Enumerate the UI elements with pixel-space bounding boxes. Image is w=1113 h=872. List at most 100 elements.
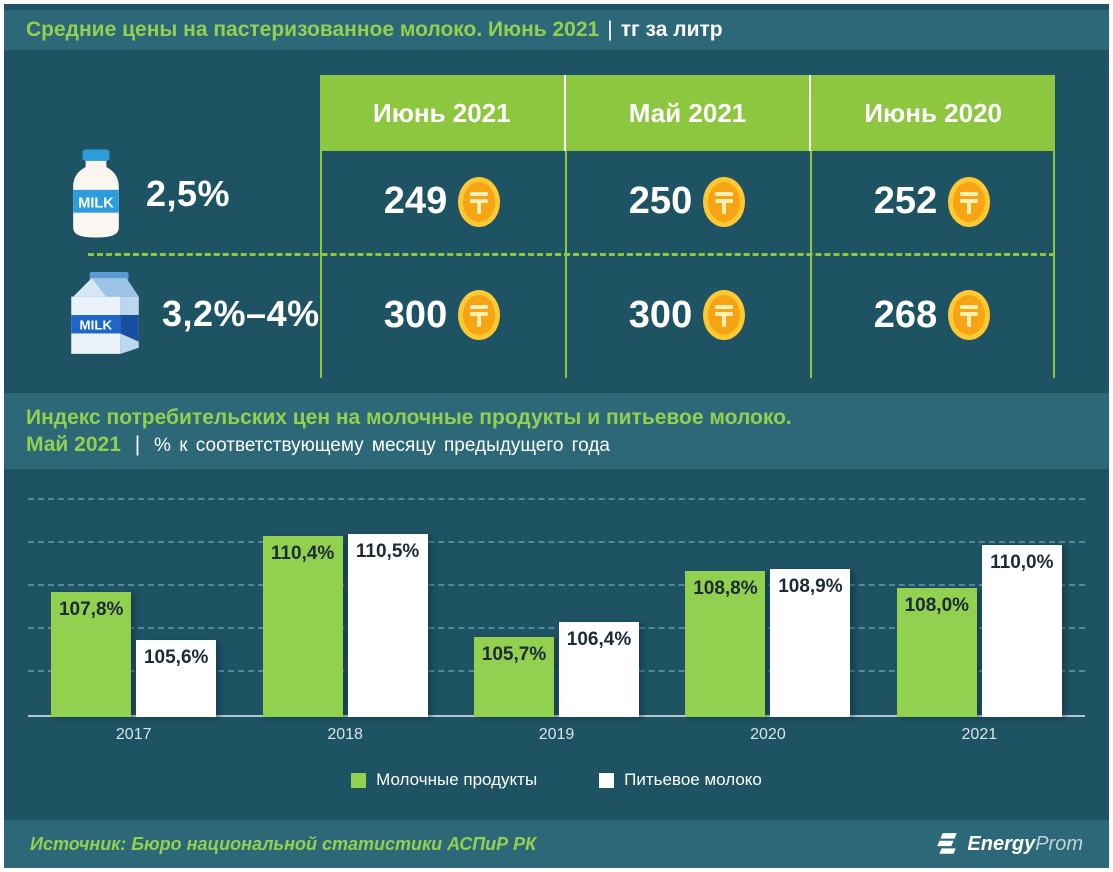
bar-group-2020: 108,8% 108,9% [662, 468, 873, 717]
bar-value-label: 108,9% [778, 575, 843, 597]
source-note: Источник: Бюро национальной статистики А… [30, 833, 537, 854]
bar-chart: 107,8% 105,6% 110,4% 110,5% 105,7% 106,4% 108,… [28, 468, 1085, 717]
chart-subtitle: % к соответствующему месяцу предыдущего … [154, 434, 610, 456]
price-value: 300 [383, 293, 448, 336]
tenge-coin-icon [948, 290, 991, 340]
price-cell: 300 [565, 252, 810, 378]
price-cell: 268 [810, 252, 1055, 378]
price-cell: 252 [810, 151, 1055, 252]
price-value: 249 [383, 180, 448, 222]
table-row-pasteurized-milk-3-2-4: MILK 3,2%–4% [60, 258, 320, 370]
x-axis-labels: 2017 2018 2019 2020 2021 [28, 726, 1085, 744]
table-row-divider [88, 253, 1055, 256]
legend-swatch [599, 772, 615, 788]
chart-title-period: Май 2021 [26, 432, 121, 456]
bar-value-label: 108,8% [693, 577, 758, 599]
tenge-coin-icon [458, 290, 501, 340]
bar-drinking-milk: 108,9% [770, 568, 851, 717]
legend-item: Молочные продукты [351, 770, 537, 790]
energyprom-logo: EnergyProm [934, 831, 1083, 857]
bar-dairy-products: 107,8% [51, 592, 132, 717]
price-table-values: 249 250 252 300 300 268 [320, 151, 1055, 378]
x-axis-tick-label: 2021 [961, 726, 998, 743]
header-bar: Средние цены на пастеризованное молоко. … [4, 10, 1109, 50]
chart-title-bar: Индекс потребительских цен на молочные п… [4, 393, 1109, 469]
x-axis-tick-label: 2018 [327, 726, 363, 743]
x-axis-tick-label: 2019 [538, 726, 575, 743]
legend-swatch [351, 772, 367, 788]
bar-group-2018: 110,4% 110,5% [239, 468, 450, 717]
chart-title: Индекс потребительских цен на молочные п… [26, 405, 792, 429]
infographic-canvas: Средние цены на пастеризованное молоко. … [4, 4, 1109, 868]
bar-value-label: 108,0% [904, 595, 970, 616]
bar-group-2021: 108,0% 110,0% [874, 468, 1085, 717]
price-value: 252 [873, 180, 938, 222]
legend-label: Питьевое молоко [624, 770, 762, 789]
table-column-header: Май 2021 [563, 75, 810, 151]
table-column-header: Июнь 2021 [373, 97, 511, 128]
price-cell: 249 [320, 151, 565, 252]
title-divider: | [134, 432, 141, 456]
bar-drinking-milk: 105,6% [136, 639, 217, 717]
footer-bar: Источник: Бюро национальной статистики А… [4, 820, 1109, 868]
price-cell: 300 [320, 252, 565, 378]
milk-carton-icon: MILK [71, 272, 139, 354]
bar-group-2019: 105,7% 106,4% [451, 468, 662, 717]
fat-content-label: 3,2%–4% [162, 293, 320, 334]
chart-subtitle-line: Май 2021 | % к соответствующему месяцу п… [26, 433, 1109, 457]
bar-value-label: 107,8% [58, 599, 124, 621]
table-column-divider [320, 151, 322, 378]
price-value: 300 [628, 293, 693, 336]
tenge-coin-icon [703, 176, 746, 227]
svg-text:MILK: MILK [80, 317, 113, 332]
bar-dairy-products: 108,0% [896, 588, 977, 717]
gridline [28, 627, 1085, 629]
bar-drinking-milk: 110,0% [981, 545, 1062, 717]
price-value: 250 [628, 180, 693, 222]
price-table-header: Июнь 2021 Май 2021 Июнь 2020 [320, 75, 1055, 151]
bar-value-label: 110,4% [270, 543, 335, 565]
x-axis-tick-label: 2020 [750, 726, 786, 743]
x-axis-tick-label: 2017 [115, 726, 152, 743]
table-row: 249 250 252 [320, 151, 1055, 252]
milk-bottle-icon: MILK [73, 149, 119, 238]
bar-dairy-products: 105,7% [474, 637, 555, 717]
tenge-coin-icon [703, 290, 746, 340]
bar-value-label: 105,6% [143, 646, 209, 668]
x-axis-line [28, 715, 1085, 717]
legend-label: Молочные продукты [376, 770, 538, 789]
table-row: 300 300 268 [320, 252, 1055, 378]
bar-group-2017: 107,8% 105,6% [28, 468, 239, 717]
price-cell: 250 [565, 151, 810, 252]
fat-content-label: 2,5% [146, 173, 231, 214]
gridline [28, 670, 1085, 672]
bar-dairy-products: 108,8% [685, 570, 766, 717]
tenge-coin-icon [458, 176, 501, 227]
bar-drinking-milk: 106,4% [559, 622, 640, 717]
table-column-divider [565, 151, 567, 378]
logo-text: EnergyProm [967, 832, 1083, 855]
energyprom-logo-icon [937, 833, 958, 854]
gridline [28, 584, 1085, 586]
table-column-header: Июнь 2020 [809, 75, 1055, 151]
title-divider: | [607, 18, 613, 41]
page-title: Средние цены на пастеризованное молоко. … [26, 18, 600, 41]
table-row-pasteurized-milk-2-5: MILK 2,5% [68, 138, 230, 250]
bar-value-label: 105,7% [481, 644, 547, 666]
table-column-divider [1053, 151, 1055, 378]
page-title-unit: тг за литр [620, 18, 723, 41]
legend-item: Питьевое молоко [599, 770, 762, 790]
bar-value-label: 110,5% [355, 541, 420, 563]
bar-value-label: 110,0% [990, 552, 1054, 573]
table-column-divider [810, 151, 812, 378]
tenge-coin-icon [948, 176, 991, 227]
bar-drinking-milk: 110,5% [347, 534, 428, 717]
bar-value-label: 106,4% [566, 629, 632, 651]
svg-text:MILK: MILK [78, 195, 114, 211]
chart-legend: Молочные продукты Питьевое молоко [4, 770, 1109, 790]
gridline [28, 498, 1085, 500]
gridline [28, 541, 1085, 543]
bar-dairy-products: 110,4% [262, 536, 343, 717]
price-value: 268 [873, 293, 938, 336]
